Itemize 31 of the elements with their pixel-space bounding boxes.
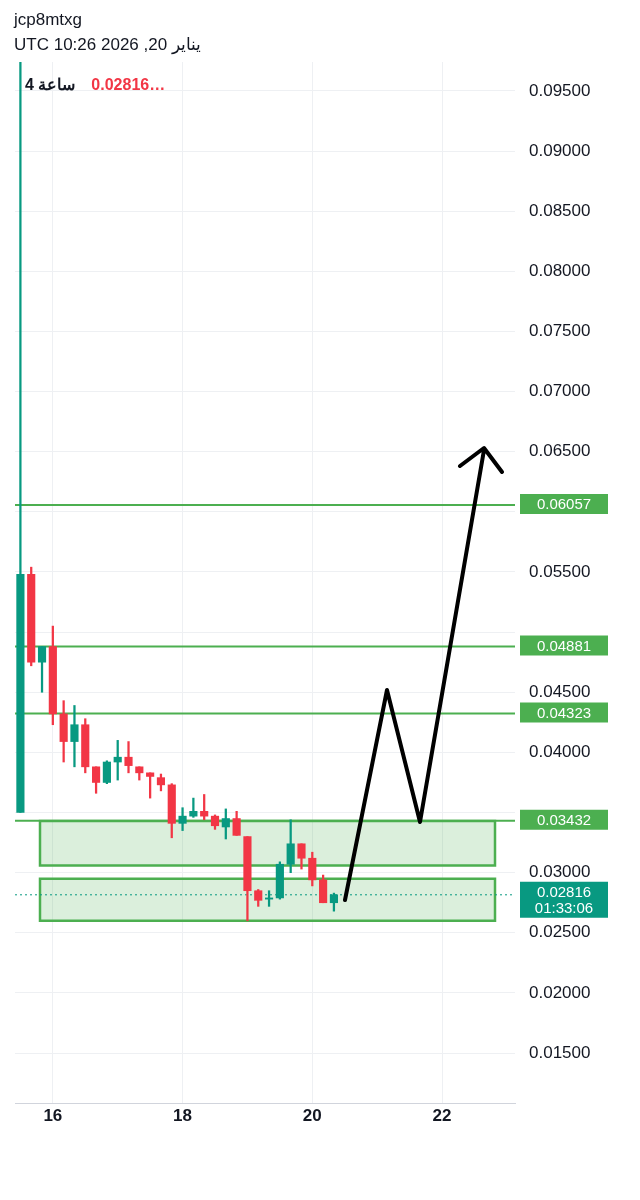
y-tick-label: 0.04500 xyxy=(529,681,591,701)
chart-title: jcp8mtxg xyxy=(14,10,83,30)
y-tick-label: 0.08000 xyxy=(529,260,591,280)
y-tick-label: 0.03000 xyxy=(529,862,591,882)
y-tick-label: 0.09000 xyxy=(529,140,591,160)
y-tick-label: 0.02000 xyxy=(529,982,591,1002)
ref-line-label: 0.03432 xyxy=(536,810,592,828)
y-tick-label: 0.08500 xyxy=(529,200,591,220)
candlestick xyxy=(124,741,133,774)
ref-line-label: 0.06057 xyxy=(536,495,592,513)
ref-line-label: 0.04881 xyxy=(536,636,592,654)
x-tick-label: 18 xyxy=(173,1106,193,1126)
ref-line-label: 0.04323 xyxy=(536,703,592,721)
y-tick-label: 0.05500 xyxy=(529,561,591,581)
x-tick-label: 22 xyxy=(432,1106,452,1126)
candlestick xyxy=(178,807,187,831)
y-tick-label: 0.07500 xyxy=(529,321,591,341)
chart-subtitle: يناير 20, 2026 10:26 UTC xyxy=(14,34,201,55)
y-tick-label: 0.02500 xyxy=(529,922,591,942)
x-tick-label: 20 xyxy=(302,1106,322,1126)
candlestick xyxy=(70,705,79,768)
y-tick-label: 0.04000 xyxy=(529,742,591,762)
y-tick-label: 0.09500 xyxy=(529,80,591,100)
ref-line-label: 0.02816 01:33:06 xyxy=(534,882,594,916)
y-tick-label: 0.01500 xyxy=(529,1042,591,1062)
y-tick-label: 0.07000 xyxy=(529,381,591,401)
annotation: 0.02816… xyxy=(91,76,166,94)
y-tick-label: 0.06500 xyxy=(529,441,591,461)
x-tick-label: 16 xyxy=(43,1106,63,1126)
candlestick xyxy=(16,62,25,813)
annotation: 4 ساعة xyxy=(25,76,76,94)
